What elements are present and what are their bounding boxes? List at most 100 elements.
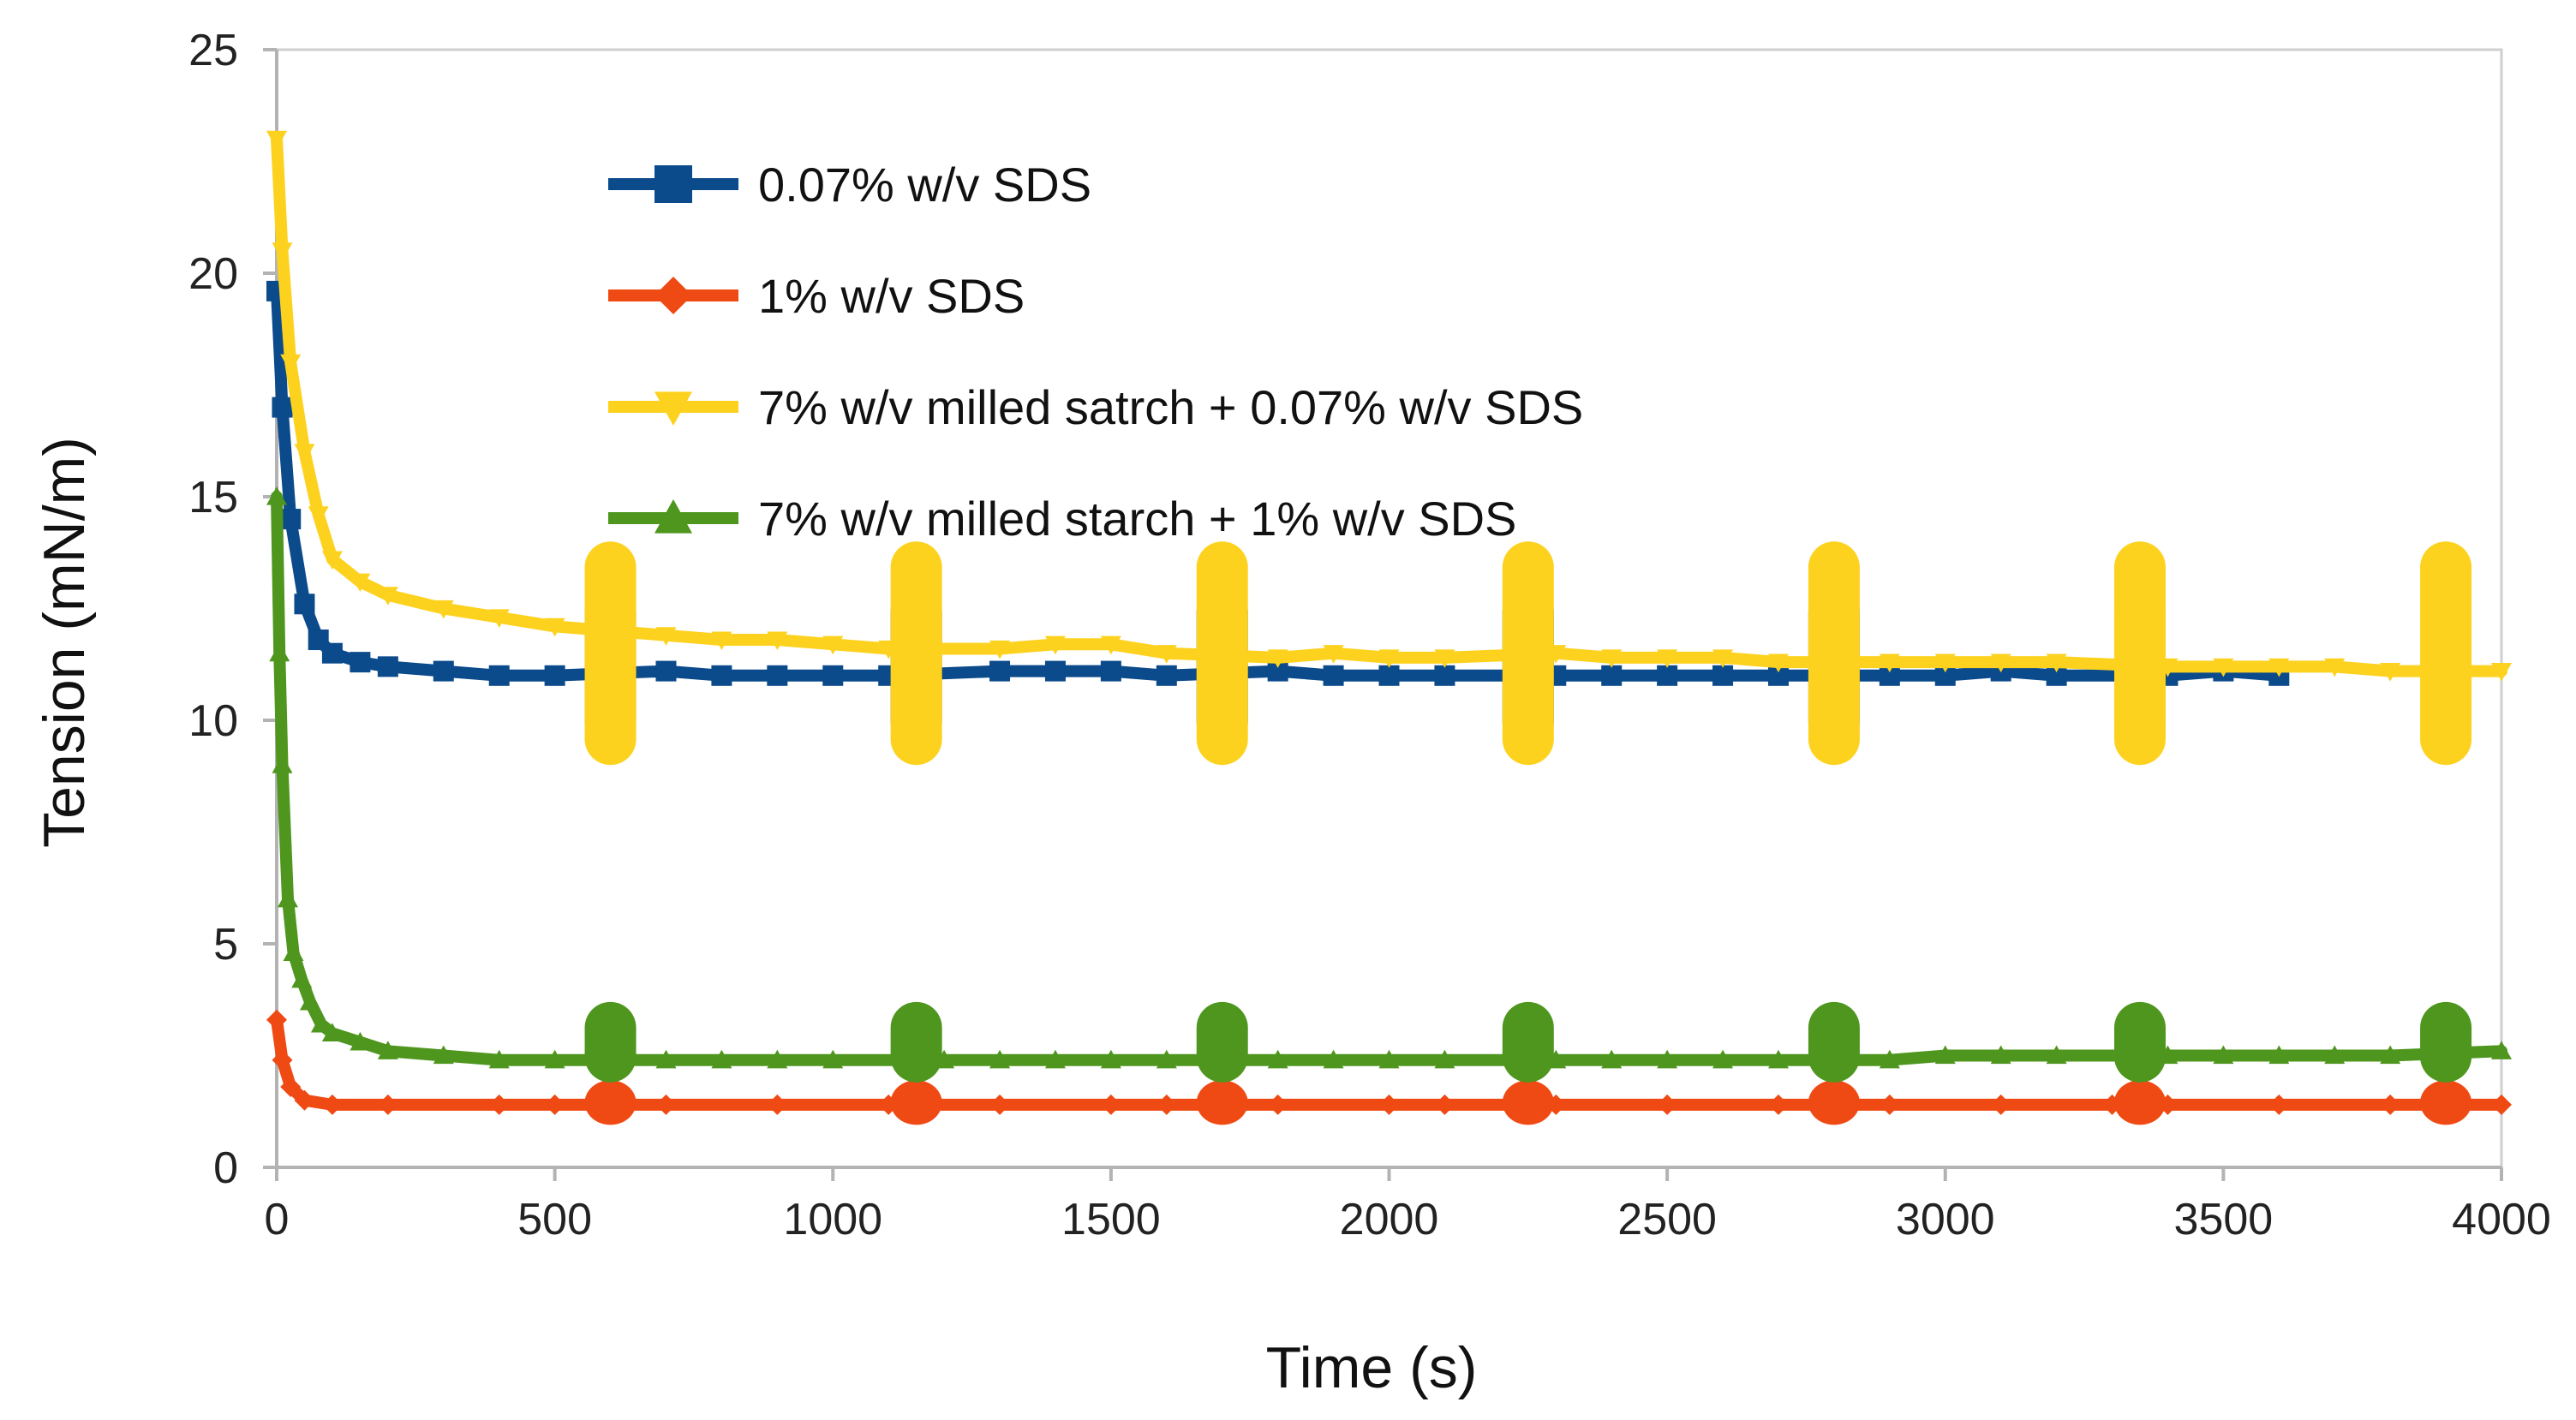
data-point [1434, 1094, 1455, 1115]
data-point [377, 656, 398, 677]
data-point [2491, 1094, 2512, 1115]
data-point [767, 631, 788, 651]
data-point [544, 1049, 565, 1069]
data-point [2213, 658, 2234, 677]
data-point [350, 573, 371, 593]
legend-marker [654, 165, 692, 203]
oscillation-burst [1502, 1001, 1554, 1083]
oscillation-burst [1502, 1080, 1554, 1125]
data-point [1267, 649, 1288, 668]
data-point [488, 609, 510, 628]
oscillation-burst [584, 1080, 637, 1125]
oscillation-burst [2420, 1080, 2472, 1125]
data-point [433, 660, 454, 682]
data-point [1323, 665, 1344, 686]
data-point [266, 486, 287, 505]
data-point [1712, 665, 1734, 686]
oscillation-burst [2420, 541, 2472, 766]
data-point [1657, 665, 1678, 686]
oscillation-burst [1196, 1001, 1248, 1083]
oscillation-burst [890, 541, 942, 766]
data-point [655, 627, 677, 646]
data-point [2380, 1045, 2401, 1065]
oscillation-burst [1196, 541, 1248, 766]
series-4 [266, 486, 2512, 1083]
x-axis-title: Time (s) [1266, 1335, 1478, 1400]
data-point [1100, 1094, 1121, 1115]
x-tick-label: 3500 [2174, 1195, 2274, 1244]
data-point [1601, 649, 1623, 668]
data-point [544, 618, 565, 637]
x-tick-label: 0 [265, 1195, 290, 1244]
legend-marker [654, 277, 692, 314]
legend-item: 0.07% w/v SDS [608, 158, 1091, 212]
data-point [321, 1094, 343, 1115]
data-point [272, 242, 293, 261]
y-tick-label: 5 [213, 920, 238, 970]
data-point [266, 130, 287, 150]
data-point [321, 642, 343, 664]
x-tick-label: 1500 [1061, 1195, 1161, 1244]
data-point [1601, 1049, 1623, 1069]
data-point [544, 1094, 565, 1115]
data-point [294, 444, 315, 462]
x-tick-label: 4000 [2452, 1195, 2551, 1244]
data-point [2046, 653, 2067, 673]
data-point [280, 509, 302, 530]
data-point [1879, 1049, 1900, 1069]
data-point [2046, 1045, 2067, 1065]
data-point [989, 660, 1011, 682]
oscillation-burst [1196, 1080, 1248, 1125]
data-point [1044, 660, 1066, 682]
data-point [280, 354, 302, 373]
y-ticks: 0 5 10 15 20 25 [188, 26, 277, 1193]
data-point [350, 652, 371, 673]
oscillation-burst [2113, 541, 2166, 766]
data-point [767, 1049, 788, 1069]
data-point [1267, 1049, 1288, 1069]
legend-label: 7% w/v milled satrch + 0.07% w/v SDS [758, 380, 1583, 434]
data-point [280, 1077, 302, 1098]
data-point [711, 665, 732, 686]
legend: 0.07% w/v SDS 1% w/v SDS 7% w/v milled sat… [608, 158, 1583, 546]
data-point [2213, 1045, 2234, 1065]
data-point [1934, 1045, 1956, 1065]
oscillation-burst [1808, 1080, 1860, 1125]
data-point [2324, 1045, 2346, 1065]
data-point [1378, 649, 1400, 668]
data-point [299, 991, 320, 1011]
legend-label: 0.07% w/v SDS [758, 158, 1091, 212]
data-point [822, 665, 844, 686]
series-3 [266, 130, 2512, 766]
data-point [1156, 645, 1177, 664]
data-point [272, 397, 293, 418]
x-tick-label: 3000 [1896, 1195, 1995, 1244]
data-point [1767, 1049, 1789, 1069]
data-point [2380, 662, 2401, 682]
legend-label: 1% w/v SDS [758, 269, 1025, 323]
data-point [1100, 635, 1121, 655]
legend-item: 7% w/v milled satrch + 0.07% w/v SDS [608, 380, 1583, 434]
data-point [294, 594, 315, 615]
data-point [1712, 1049, 1734, 1069]
plot-series [266, 130, 2512, 1125]
x-ticks: 0 500 1000 1500 2000 2500 3000 3500 4000 [265, 1167, 2551, 1244]
data-point [2380, 1094, 2401, 1115]
y-axis-title: Tension (mN/m) [32, 437, 97, 848]
data-point [989, 1049, 1011, 1069]
x-tick-label: 1000 [783, 1195, 882, 1244]
data-point [308, 506, 329, 525]
oscillation-burst [1808, 1001, 1860, 1083]
data-point [1100, 660, 1121, 682]
data-point [294, 1089, 315, 1111]
y-tick-label: 0 [213, 1143, 238, 1193]
x-tick-label: 500 [517, 1195, 592, 1244]
data-point [350, 1031, 371, 1051]
data-point [2268, 1045, 2290, 1065]
oscillation-burst [890, 1001, 942, 1083]
data-point [433, 1045, 454, 1065]
data-point [822, 635, 844, 655]
series-2 [266, 1009, 2512, 1125]
data-point [283, 942, 304, 962]
data-point [269, 642, 290, 662]
